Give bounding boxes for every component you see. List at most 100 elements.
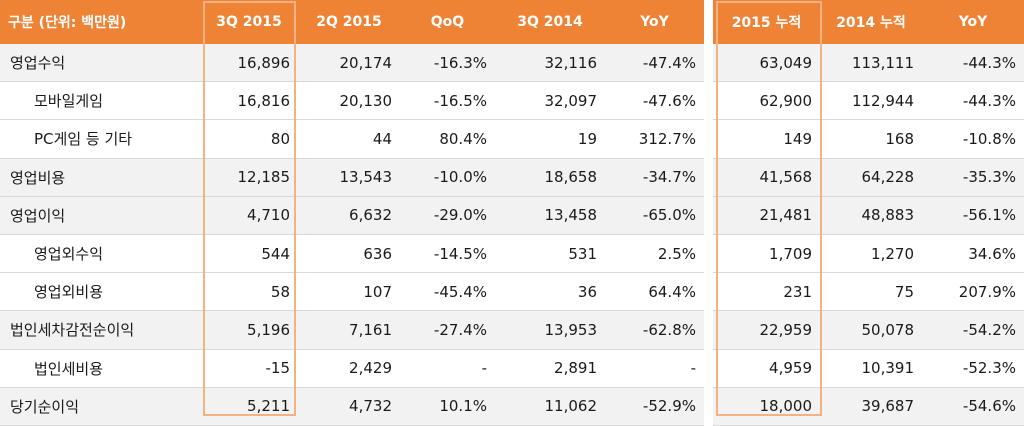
table-cell: 58	[200, 272, 298, 312]
table-row: 영업수익 16,896 20,174 -16.3% 32,116 -47.4% 63,049…	[0, 44, 1024, 83]
row-label: 영업외수익	[0, 234, 200, 274]
row-label: 법인세차감전순이익	[0, 310, 200, 350]
row-label: 법인세비용	[0, 349, 200, 388]
table-cell: -16.3%	[400, 44, 495, 83]
table-cell: -44.3%	[922, 81, 1024, 121]
table-cell: 7,161	[298, 310, 400, 350]
table-cell: -47.4%	[605, 44, 704, 83]
table-cell: 544	[200, 234, 298, 274]
header-yoy-quarter: YoY	[605, 0, 704, 44]
table-cell: 6,632	[298, 196, 400, 235]
table-row: 영업외비용 58 107 -45.4% 36 64.4% 231 75 207.9%	[0, 272, 1024, 312]
column-gap	[704, 81, 713, 120]
table-cell: 50,078	[820, 310, 922, 350]
table-cell: 12,185	[200, 158, 298, 197]
header-3q-2015: 3Q 2015	[200, 0, 298, 44]
table-cell: 16,816	[200, 81, 298, 121]
table-cell: 36	[495, 272, 605, 312]
table-cell: 149	[713, 119, 820, 159]
table-cell: 20,174	[298, 44, 400, 83]
row-label: 영업이익	[0, 196, 200, 235]
table-cell: 107	[298, 272, 400, 312]
table-cell: -15	[200, 349, 298, 388]
table-cell: 2.5%	[605, 234, 704, 274]
column-gap	[704, 234, 713, 273]
table-cell: 44	[298, 119, 400, 159]
table-cell: 4,959	[713, 349, 820, 388]
table-cell: 80	[200, 119, 298, 159]
table-cell: -65.0%	[605, 196, 704, 235]
table-cell: -56.1%	[922, 196, 1024, 235]
row-label: 영업외비용	[0, 272, 200, 312]
column-gap	[704, 119, 713, 159]
table-cell: 4,710	[200, 196, 298, 235]
table-cell: 4,732	[298, 387, 400, 426]
table-cell: 1,270	[820, 234, 922, 274]
column-gap	[704, 310, 713, 349]
table-cell: -16.5%	[400, 81, 495, 121]
table-cell: 18,000	[713, 387, 820, 426]
table-cell: -27.4%	[400, 310, 495, 350]
table-cell: 113,111	[820, 44, 922, 83]
header-2014-cumulative: 2014 누적	[820, 0, 922, 44]
table-cell: 636	[298, 234, 400, 274]
column-gap	[704, 196, 713, 235]
table-cell: 2,429	[298, 349, 400, 388]
table-cell: 5,211	[200, 387, 298, 426]
table-row: PC게임 등 기타 80 44 80.4% 19 312.7% 149 168 -10.8%	[0, 119, 1024, 159]
table-cell: 10,391	[820, 349, 922, 388]
table-body: 영업수익 16,896 20,174 -16.3% 32,116 -47.4% 63,049…	[0, 44, 1024, 426]
table-cell: 64,228	[820, 158, 922, 197]
table-cell: 39,687	[820, 387, 922, 426]
table-cell: 80.4%	[400, 119, 495, 159]
column-gap	[704, 44, 713, 82]
header-2015-cumulative: 2015 누적	[713, 0, 820, 44]
row-label: PC게임 등 기타	[0, 119, 200, 159]
table-cell: -14.5%	[400, 234, 495, 274]
table-cell: -45.4%	[400, 272, 495, 312]
table-cell: 20,130	[298, 81, 400, 121]
header-row: 구분 (단위: 백만원) 3Q 2015 2Q 2015 QoQ 3Q 2014…	[0, 0, 1024, 44]
table-cell: 22,959	[713, 310, 820, 350]
table-row: 법인세차감전순이익 5,196 7,161 -27.4% 13,953 -62.8% 22,…	[0, 310, 1024, 350]
table-cell: 34.6%	[922, 234, 1024, 274]
table-cell: 32,116	[495, 44, 605, 83]
column-gap	[704, 0, 713, 44]
column-gap	[704, 272, 713, 311]
table-cell: 64.4%	[605, 272, 704, 312]
table-row: 영업이익 4,710 6,632 -29.0% 13,458 -65.0% 21,481 48…	[0, 196, 1024, 235]
column-gap	[704, 349, 713, 388]
header-3q-2014: 3Q 2014	[495, 0, 605, 44]
table-cell: 19	[495, 119, 605, 159]
header-2q-2015: 2Q 2015	[298, 0, 400, 44]
table-cell: 18,658	[495, 158, 605, 197]
table-cell: 531	[495, 234, 605, 274]
table-row: 모바일게임 16,816 20,130 -16.5% 32,097 -47.6% 62,90…	[0, 81, 1024, 121]
table-cell: -10.8%	[922, 119, 1024, 159]
table-cell: 11,062	[495, 387, 605, 426]
table-cell: 5,196	[200, 310, 298, 350]
header-category: 구분 (단위: 백만원)	[0, 0, 200, 44]
table-cell: 48,883	[820, 196, 922, 235]
table-cell: 13,458	[495, 196, 605, 235]
row-label: 영업비용	[0, 158, 200, 197]
table-cell: -35.3%	[922, 158, 1024, 197]
header-yoy-cumulative: YoY	[922, 0, 1024, 44]
table-cell: 75	[820, 272, 922, 312]
table-cell: -52.3%	[922, 349, 1024, 388]
table-cell: -29.0%	[400, 196, 495, 235]
table-cell: 32,097	[495, 81, 605, 121]
table-cell: -34.7%	[605, 158, 704, 197]
table-cell: 312.7%	[605, 119, 704, 159]
table-row: 영업외수익 544 636 -14.5% 531 2.5% 1,709 1,270 34.6%	[0, 234, 1024, 274]
table-cell: 231	[713, 272, 820, 312]
table-row: 영업비용 12,185 13,543 -10.0% 18,658 -34.7% 41,568…	[0, 158, 1024, 197]
column-gap	[704, 158, 713, 197]
table-cell: 62,900	[713, 81, 820, 121]
table-cell: 1,709	[713, 234, 820, 274]
table-cell: 63,049	[713, 44, 820, 83]
table-cell: 10.1%	[400, 387, 495, 426]
table-cell: 13,953	[495, 310, 605, 350]
